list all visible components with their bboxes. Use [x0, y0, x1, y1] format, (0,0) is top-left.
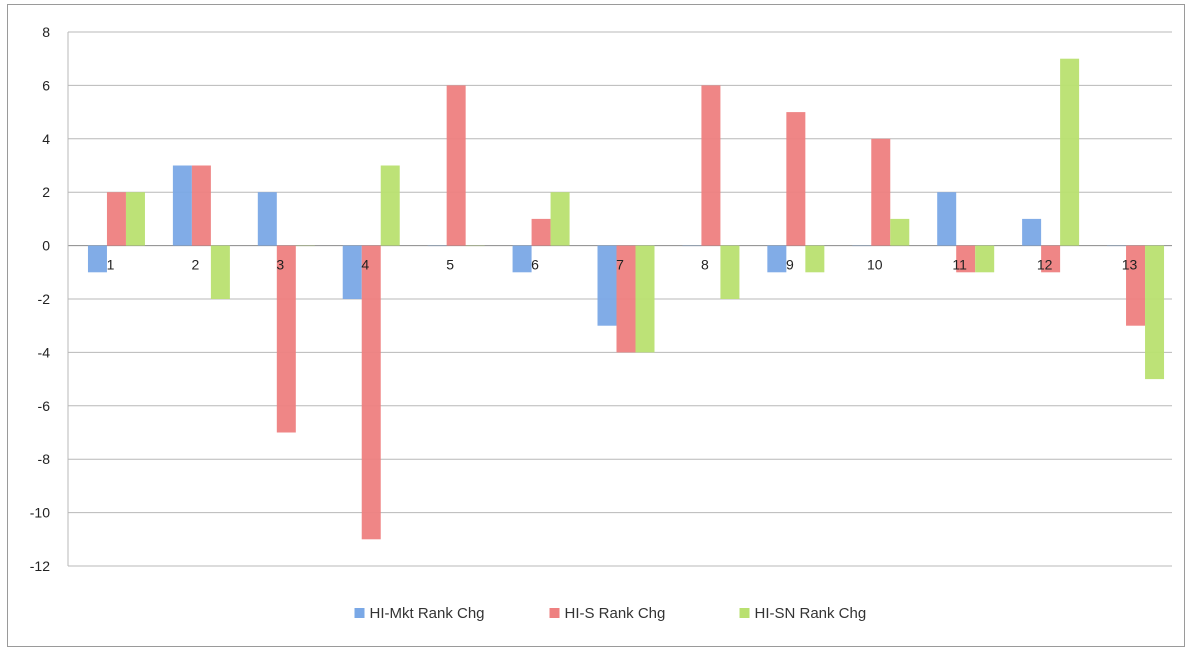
- bar-hi-s-rank-chg-1: [106, 192, 126, 246]
- x-category-label: 10: [867, 257, 883, 273]
- bar-hi-mkt-rank-chg-8: [682, 245, 702, 247]
- bar-hi-s-rank-chg-9: [786, 112, 806, 246]
- legend-swatch: [739, 608, 750, 618]
- y-tick-label: -12: [30, 558, 50, 574]
- bar-hi-sn-rank-chg-12: [1060, 58, 1080, 246]
- bar-hi-mkt-rank-chg-12: [1022, 218, 1042, 246]
- bar-hi-mkt-rank-chg-2: [172, 165, 192, 246]
- bar-hi-mkt-rank-chg-11: [937, 192, 957, 246]
- y-tick-label: -8: [38, 451, 51, 467]
- bar-hi-sn-rank-chg-11: [975, 245, 995, 273]
- x-category-label: 11: [952, 257, 967, 273]
- bar-hi-sn-rank-chg-8: [720, 245, 740, 299]
- x-category-label: 7: [616, 257, 624, 273]
- y-axis-tick-labels: 8 6 4 2 0 -2 -4 -6 -8 -10 -12: [30, 24, 50, 574]
- bar-hi-sn-rank-chg-5: [465, 245, 485, 247]
- chart-frame: [7, 4, 1185, 647]
- bar-layer: [87, 58, 1165, 540]
- y-tick-label: 0: [42, 238, 50, 254]
- bar-hi-mkt-rank-chg-9: [767, 245, 787, 273]
- bar-hi-mkt-rank-chg-13: [1107, 245, 1127, 247]
- y-tick-label: 2: [42, 184, 50, 200]
- bar-hi-s-rank-chg-8: [701, 85, 721, 246]
- bar-hi-s-rank-chg-7: [616, 245, 636, 353]
- bar-hi-s-rank-chg-3: [276, 245, 296, 433]
- bar-hi-mkt-rank-chg-7: [597, 245, 617, 326]
- bar-hi-sn-rank-chg-9: [805, 245, 825, 273]
- x-category-label: 6: [531, 257, 539, 273]
- bar-hi-sn-rank-chg-1: [125, 192, 145, 246]
- legend-swatch: [354, 608, 365, 618]
- y-tick-label: -6: [38, 398, 51, 414]
- y-tick-label: -10: [30, 505, 50, 521]
- legend-label: HI-S Rank Chg: [565, 605, 666, 622]
- legend: HI-Mkt Rank Chg HI-S Rank Chg HI-SN Rank C…: [354, 605, 867, 622]
- x-category-label: 1: [107, 257, 115, 273]
- x-category-label: 8: [701, 257, 709, 273]
- bar-hi-s-rank-chg-12: [1041, 245, 1061, 273]
- bar-hi-s-rank-chg-11: [956, 245, 976, 273]
- x-category-label: 13: [1122, 257, 1138, 273]
- x-category-label: 9: [786, 257, 794, 273]
- bar-hi-s-rank-chg-6: [531, 218, 551, 246]
- bar-hi-sn-rank-chg-6: [550, 192, 570, 246]
- bar-hi-mkt-rank-chg-6: [512, 245, 532, 273]
- bar-hi-mkt-rank-chg-4: [342, 245, 362, 299]
- bar-hi-sn-rank-chg-10: [890, 218, 910, 246]
- bar-hi-sn-rank-chg-3: [295, 245, 315, 247]
- bar-hi-mkt-rank-chg-1: [87, 245, 107, 273]
- x-category-label: 12: [1037, 257, 1053, 273]
- y-tick-label: 4: [42, 131, 50, 147]
- legend-swatch: [549, 608, 560, 618]
- bar-hi-s-rank-chg-2: [191, 165, 211, 246]
- bar-hi-sn-rank-chg-7: [635, 245, 655, 353]
- bar-hi-sn-rank-chg-2: [210, 245, 230, 299]
- bar-hi-sn-rank-chg-13: [1145, 245, 1165, 380]
- x-category-label: 3: [276, 257, 284, 273]
- x-category-label: 4: [361, 257, 369, 273]
- bar-hi-mkt-rank-chg-10: [852, 245, 872, 247]
- bar-hi-mkt-rank-chg-5: [427, 245, 447, 247]
- bar-hi-mkt-rank-chg-3: [257, 192, 277, 246]
- y-tick-label: -4: [38, 344, 51, 360]
- x-category-label: 2: [191, 257, 199, 273]
- x-category-label: 5: [446, 257, 454, 273]
- x-axis-category-labels: 1 2 3 4 5 6 7 8 9 10 11 12 13: [107, 257, 1138, 273]
- bar-hi-s-rank-chg-10: [871, 138, 891, 246]
- y-tick-label: -2: [38, 291, 51, 307]
- legend-label: HI-SN Rank Chg: [755, 605, 867, 622]
- bar-hi-s-rank-chg-5: [446, 85, 466, 246]
- y-tick-label: 6: [42, 77, 50, 93]
- y-tick-label: 8: [42, 24, 50, 40]
- bar-hi-sn-rank-chg-4: [380, 165, 400, 246]
- bar-hi-s-rank-chg-13: [1126, 245, 1146, 326]
- legend-label: HI-Mkt Rank Chg: [370, 605, 485, 622]
- bar-hi-s-rank-chg-4: [361, 245, 381, 540]
- grid-layer: [67, 31, 1172, 567]
